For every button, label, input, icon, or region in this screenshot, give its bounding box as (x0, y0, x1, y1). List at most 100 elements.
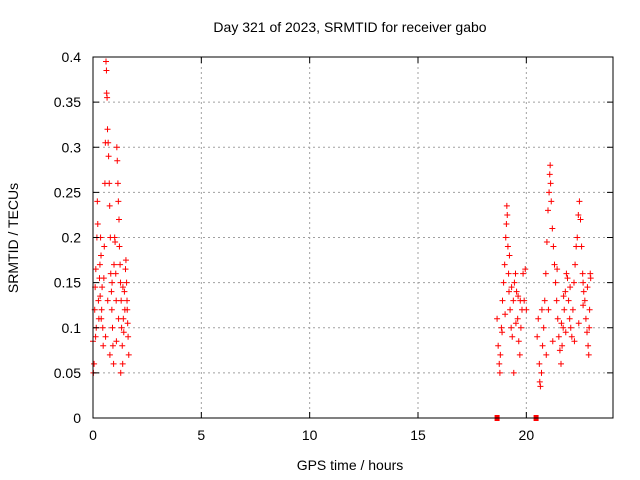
data-point (513, 288, 520, 295)
data-point (564, 275, 571, 282)
data-point (545, 306, 552, 313)
data-point (112, 270, 119, 277)
data-point (510, 369, 517, 376)
data-point (495, 342, 502, 349)
data-point (573, 243, 580, 250)
data-point (516, 351, 523, 358)
data-point (556, 347, 563, 354)
data-point (497, 351, 504, 358)
data-point (100, 342, 107, 349)
data-point (117, 261, 124, 268)
data-point (118, 297, 125, 304)
data-point (109, 279, 116, 286)
x-tick-label: 10 (302, 427, 318, 443)
data-point (119, 342, 126, 349)
data-point (553, 297, 560, 304)
data-point (115, 315, 122, 322)
data-point (536, 360, 543, 367)
data-point (580, 279, 587, 286)
data-point (567, 324, 574, 331)
data-point (568, 333, 575, 340)
data-point (572, 261, 579, 268)
data-point (536, 378, 543, 385)
data-point (559, 342, 566, 349)
data-point (508, 324, 515, 331)
data-point (112, 239, 119, 246)
data-point (122, 257, 129, 264)
chart-title: Day 321 of 2023, SRMTID for receiver gab… (213, 19, 486, 35)
data-point (547, 180, 554, 187)
axis-ticks (92, 56, 613, 419)
data-point (498, 324, 505, 331)
y-tick-label: 0 (73, 410, 81, 426)
data-point (515, 293, 522, 300)
data-point (119, 360, 126, 367)
data-point (105, 153, 112, 160)
data-point (117, 369, 124, 376)
data-point (522, 266, 529, 273)
data-point (576, 198, 583, 205)
data-point (539, 342, 546, 349)
data-point (106, 351, 113, 358)
data-points (90, 58, 594, 421)
data-point (542, 270, 549, 277)
data-point (114, 157, 121, 164)
x-tick-label: 20 (519, 427, 535, 443)
data-point (560, 324, 567, 331)
data-point (510, 297, 517, 304)
data-point (554, 315, 561, 322)
data-point (98, 252, 105, 259)
data-point (499, 297, 506, 304)
data-point (517, 297, 524, 304)
data-point (109, 342, 116, 349)
data-point (101, 243, 108, 250)
data-point (543, 351, 550, 358)
data-point (505, 270, 512, 277)
data-point (578, 243, 585, 250)
data-point (116, 216, 122, 223)
y-tick-label: 0.25 (54, 184, 81, 200)
x-tick-label: 0 (89, 427, 97, 443)
data-point (534, 333, 541, 340)
data-point (106, 180, 113, 187)
data-point (546, 189, 553, 196)
data-point (99, 284, 106, 291)
y-tick-labels: 0 0.05 0.1 0.15 0.2 0.25 0.3 0.35 0.4 (54, 49, 81, 426)
data-point (496, 369, 503, 376)
data-point (111, 261, 118, 268)
data-point (108, 288, 115, 295)
data-point (503, 220, 510, 227)
data-point (548, 198, 555, 205)
data-point (115, 198, 122, 205)
data-point (551, 261, 558, 268)
data-point (124, 320, 131, 327)
data-point (103, 58, 109, 65)
data-point (504, 243, 511, 250)
data-point (585, 351, 592, 358)
data-point (506, 288, 512, 295)
data-point (494, 315, 501, 322)
x-axis-label: GPS time / hours (297, 457, 404, 473)
data-point (582, 315, 589, 322)
data-point (94, 198, 101, 205)
data-point (92, 333, 99, 340)
data-point (546, 171, 553, 178)
gridlines (93, 57, 613, 418)
data-point (503, 202, 510, 209)
data-point (584, 284, 591, 291)
data-point (561, 306, 568, 313)
data-point (121, 288, 128, 295)
data-point (577, 216, 584, 223)
data-point (106, 202, 113, 209)
data-point (555, 333, 562, 340)
data-point (104, 126, 111, 133)
data-point (113, 144, 120, 151)
data-point (125, 351, 132, 358)
data-point (511, 279, 518, 286)
data-point (120, 329, 127, 336)
data-point (579, 270, 586, 277)
data-point (91, 360, 98, 367)
data-point (103, 67, 110, 74)
data-point (502, 234, 509, 241)
